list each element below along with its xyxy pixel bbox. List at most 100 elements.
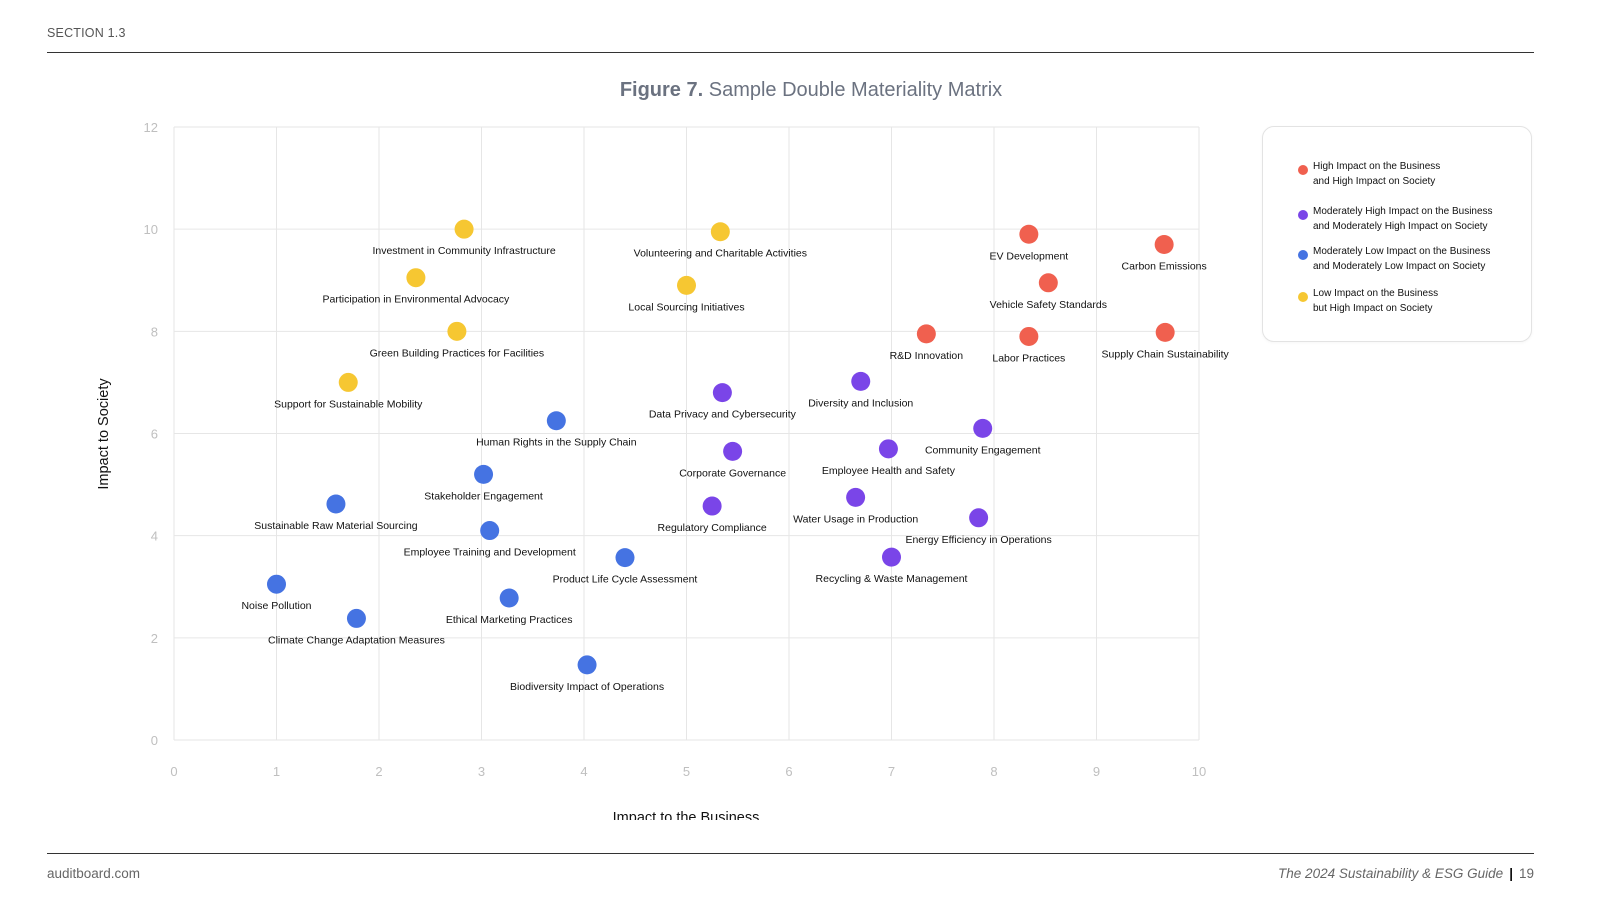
header-rule [47, 52, 1534, 53]
x-tick-label: 2 [375, 764, 382, 779]
data-point-label: Noise Pollution [241, 600, 311, 612]
x-tick-label: 1 [273, 764, 280, 779]
data-point [474, 464, 494, 484]
x-axis-label: Impact to the Business [613, 810, 760, 820]
footer-separator: | [1509, 866, 1513, 881]
legend-label-line2: and Moderately High Impact on Society [1313, 221, 1488, 232]
data-point [1154, 234, 1174, 254]
grid-lines [173, 126, 1200, 741]
data-point-label: Employee Training and Development [404, 547, 576, 559]
x-tick-label: 5 [683, 764, 690, 779]
data-point [1038, 273, 1058, 293]
data-point-label: Climate Change Adaptation Measures [268, 634, 445, 646]
x-tick-label: 6 [785, 764, 792, 779]
data-point-label: Green Building Practices for Facilities [370, 347, 545, 359]
y-tick-label: 2 [151, 631, 158, 646]
legend-label-line2: but High Impact on Society [1313, 303, 1433, 314]
legend-dot [1298, 210, 1308, 220]
data-point [577, 655, 597, 675]
figure-title: Figure 7. Sample Double Materiality Matr… [0, 79, 1600, 102]
y-tick-label: 10 [144, 222, 158, 237]
y-axis-label: Impact to Society [96, 378, 112, 490]
x-tick-label: 3 [478, 764, 485, 779]
x-tick-label: 7 [888, 764, 895, 779]
data-point-label: Investment in Community Infrastructure [372, 245, 555, 257]
figure-title-text: Sample Double Materiality Matrix [708, 79, 1003, 101]
y-tick-label: 6 [151, 427, 158, 442]
data-point [973, 418, 993, 438]
data-point [346, 608, 366, 628]
data-point-label: Volunteering and Charitable Activities [634, 248, 807, 260]
x-tick-label: 8 [990, 764, 997, 779]
footer-site: auditboard.com [47, 866, 141, 881]
data-point [723, 441, 743, 461]
data-point-label: Sustainable Raw Material Sourcing [254, 520, 418, 532]
footer-guide-title: The 2024 Sustainability & ESG Guide [1278, 866, 1504, 881]
data-point [916, 324, 936, 344]
data-point-label: Employee Health and Safety [822, 465, 956, 477]
data-point [1155, 322, 1175, 342]
data-point [882, 547, 901, 567]
footer-rule [47, 853, 1534, 854]
data-point [546, 411, 566, 431]
data-point [677, 275, 696, 295]
x-tick-label: 9 [1093, 764, 1100, 779]
legend-label-line1: Moderately Low Impact on the Business [1313, 246, 1491, 257]
data-point-label: Water Usage in Production [793, 513, 918, 525]
data-point [710, 222, 730, 242]
data-point-label: Corporate Governance [679, 467, 786, 479]
legend-dot [1298, 292, 1308, 302]
data-point [878, 439, 898, 459]
data-point [702, 496, 722, 516]
data-point-label: Recycling & Waste Management [816, 573, 968, 585]
footer-guide-info: The 2024 Sustainability & ESG Guide | 19 [1278, 866, 1534, 881]
section-label: SECTION 1.3 [47, 26, 126, 40]
legend-label-line1: Moderately High Impact on the Business [1313, 206, 1493, 217]
y-tick-label: 12 [144, 120, 158, 135]
legend-label-line1: High Impact on the Business [1313, 161, 1441, 172]
data-point-label: Vehicle Safety Standards [990, 299, 1107, 311]
data-point-label: Carbon Emissions [1122, 260, 1207, 272]
data-point-label: EV Development [989, 250, 1068, 262]
data-point-label: Diversity and Inclusion [808, 397, 913, 409]
data-point-label: Local Sourcing Initiatives [628, 301, 744, 313]
data-point [267, 574, 286, 594]
legend-label-line2: and High Impact on Society [1313, 176, 1436, 187]
data-point [406, 268, 426, 288]
legend-label-line1: Low Impact on the Business [1313, 288, 1439, 299]
data-point-label: Labor Practices [992, 352, 1065, 364]
data-point-label: Supply Chain Sustainability [1102, 348, 1230, 360]
legend-dot [1298, 250, 1308, 260]
data-point [338, 372, 358, 392]
legend-label: Low Impact on the Business but High Impac… [1313, 286, 1523, 316]
legend-dot [1298, 165, 1308, 175]
data-point [969, 508, 989, 528]
data-point [851, 371, 871, 391]
x-tick-labels: 0 1 2 3 4 5 6 7 8 9 10 [170, 764, 1206, 779]
data-point [712, 383, 732, 403]
data-point-label: Human Rights in the Supply Chain [476, 437, 637, 449]
data-point-label: Data Privacy and Cybersecurity [649, 409, 797, 421]
data-point-label: Stakeholder Engagement [424, 490, 543, 502]
data-points [267, 219, 1175, 675]
data-point [1019, 326, 1039, 346]
x-tick-label: 10 [1192, 764, 1206, 779]
data-point-label: Community Engagement [925, 444, 1041, 456]
page-number: 19 [1518, 866, 1534, 881]
chart-legend: High Impact on the Business and High Impa… [1262, 126, 1532, 342]
data-point-label: Ethical Marketing Practices [446, 614, 573, 626]
data-point-label: Regulatory Compliance [658, 522, 767, 534]
y-tick-label: 8 [151, 324, 158, 339]
data-point-label: Biodiversity Impact of Operations [510, 681, 664, 693]
x-tick-label: 0 [170, 764, 177, 779]
data-point [480, 521, 500, 541]
legend-label-line2: and Moderately Low Impact on Society [1313, 261, 1486, 272]
data-point [846, 487, 866, 507]
data-point [1019, 224, 1039, 244]
y-tick-label: 4 [151, 529, 158, 544]
data-point [615, 548, 635, 568]
data-point [454, 219, 474, 239]
y-tick-label: 0 [151, 733, 158, 748]
data-point [326, 494, 346, 514]
